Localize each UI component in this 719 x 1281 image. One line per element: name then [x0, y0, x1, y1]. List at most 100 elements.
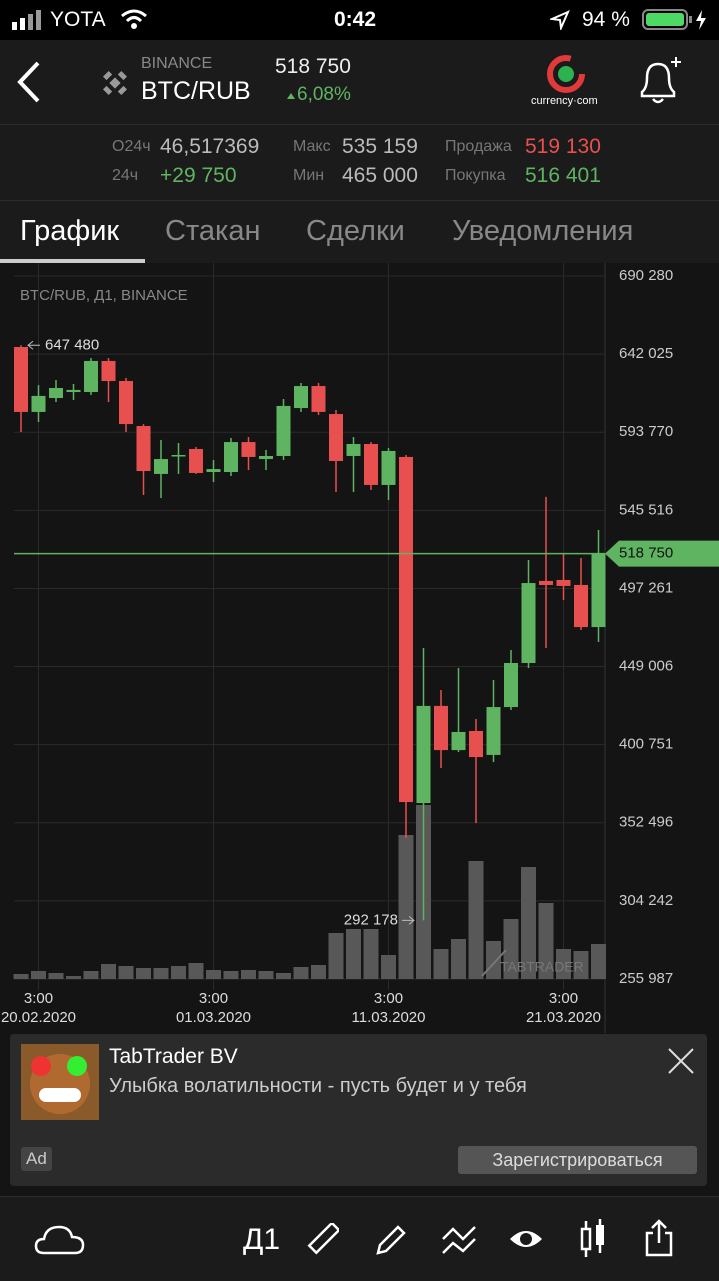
y-tick-label: 255 987 — [619, 970, 673, 987]
candle-body — [154, 459, 168, 474]
price-tag-label: 518 750 — [619, 545, 673, 562]
candle-body — [346, 443, 361, 456]
candles-button[interactable] — [578, 1219, 608, 1259]
stat-label: Мин — [293, 167, 325, 184]
toolbar: Д1 — [0, 1196, 719, 1281]
candle-body — [171, 454, 186, 457]
stats-panel: O24ч 46,517369 Макс 535 159 Продажа 519 130 24… — [0, 125, 719, 201]
y-tick-label: 642 025 — [619, 345, 673, 362]
ad-badge: Ad — [21, 1147, 52, 1171]
volume-bar — [556, 949, 571, 979]
candle-body — [539, 580, 553, 585]
ad-image — [21, 1044, 99, 1120]
share-button[interactable] — [644, 1219, 674, 1259]
candle-body — [451, 731, 466, 751]
candle-body — [504, 663, 518, 708]
y-tick-label: 352 496 — [619, 814, 673, 831]
candle-body — [49, 387, 63, 399]
y-tick-label: 304 242 — [619, 892, 673, 909]
chart: BTC/RUB, Д1, BINANCE 690 280 642 025 593 7… — [0, 263, 719, 1033]
min-marker-arrow — [402, 916, 415, 925]
back-button[interactable] — [14, 60, 44, 104]
stat-value: 519 130 — [525, 135, 601, 158]
y-tick-label: 497 261 — [619, 579, 673, 596]
volume-bar — [153, 968, 169, 979]
stat-value: 46,517369 — [160, 135, 260, 158]
signal-icon — [12, 10, 41, 30]
volume-bar — [118, 966, 134, 979]
cloud-button[interactable] — [34, 1223, 86, 1257]
tab[interactable]: График — [20, 215, 120, 247]
candle-body — [486, 707, 501, 755]
ruler-button[interactable] — [305, 1223, 339, 1257]
draw-button[interactable] — [374, 1223, 408, 1257]
volume-bar — [13, 974, 29, 979]
candle-body — [206, 469, 221, 472]
volume-bar — [171, 966, 186, 979]
exchange-name: BINANCE — [141, 55, 213, 72]
candle-body — [469, 730, 483, 758]
y-tick-label: 690 280 — [619, 267, 673, 284]
volume-bar — [311, 965, 326, 979]
volume-bar — [276, 973, 291, 979]
stat-label: O24ч — [112, 138, 151, 155]
candle-body — [434, 705, 448, 751]
volume-bar — [241, 970, 256, 979]
candle-body — [381, 450, 396, 485]
volume-bar — [83, 971, 99, 979]
stat-label: Макс — [293, 138, 331, 155]
volume-bar — [451, 939, 466, 979]
volume-bar — [188, 963, 204, 979]
currency-logo-text: currency·com — [531, 95, 598, 107]
volume-bar — [538, 903, 554, 979]
candle-body — [14, 347, 28, 412]
volume-bar — [66, 976, 81, 979]
binance-logo — [102, 70, 128, 96]
watermark: TABTRADER — [500, 959, 584, 975]
stat-value: +29 750 — [160, 164, 237, 187]
tab[interactable]: Сделки — [306, 215, 405, 247]
tab[interactable]: Стакан — [165, 215, 261, 247]
volume-bar — [223, 971, 239, 979]
carrier: YOTA — [50, 8, 106, 31]
stat-value: 516 401 — [525, 164, 601, 187]
volume-bar — [48, 973, 64, 979]
view-button[interactable] — [508, 1225, 544, 1253]
ad-close[interactable] — [666, 1046, 696, 1076]
indicators-button[interactable] — [441, 1223, 477, 1257]
location-icon — [550, 10, 570, 30]
tab[interactable]: Уведомления — [452, 215, 634, 247]
candle-body — [189, 449, 203, 473]
candle-body — [259, 455, 273, 460]
volume-bar — [363, 929, 379, 979]
interval-button[interactable]: Д1 — [243, 1223, 281, 1256]
x-tick-label: 3:00 11.03.2020 — [351, 990, 426, 1026]
x-tick-label: 3:00 01.03.2020 — [175, 990, 252, 1026]
y-tick-label: 449 006 — [619, 658, 673, 675]
alert-button[interactable] — [634, 54, 684, 108]
tab-indicator — [0, 259, 145, 263]
ad-button[interactable]: Зарегистрироваться — [458, 1146, 697, 1174]
clock: 0:42 — [334, 8, 377, 31]
candle-body — [136, 426, 151, 472]
y-tick-label: 400 751 — [619, 736, 673, 753]
currency-logo[interactable] — [546, 54, 590, 94]
volume-bar — [381, 955, 396, 979]
up-arrow — [287, 93, 295, 99]
candle-body — [276, 405, 291, 456]
volume-bar — [521, 867, 536, 979]
max-marker-arrow — [27, 340, 40, 350]
stat-label: Продажа — [445, 138, 512, 155]
candle-body — [66, 389, 81, 393]
candle-body — [119, 381, 133, 425]
volume-bar — [31, 971, 46, 979]
ad-title: TabTrader BV — [109, 1045, 238, 1068]
ad-banner[interactable]: TabTrader BV Улыбка волатильности - пуст… — [10, 1034, 707, 1186]
candle-body — [224, 442, 238, 472]
stat-label: 24ч — [112, 167, 139, 184]
volume-bar — [206, 970, 221, 979]
volume-bar — [486, 941, 501, 979]
stat-value: 465 000 — [342, 164, 418, 187]
candle-body — [84, 360, 98, 393]
